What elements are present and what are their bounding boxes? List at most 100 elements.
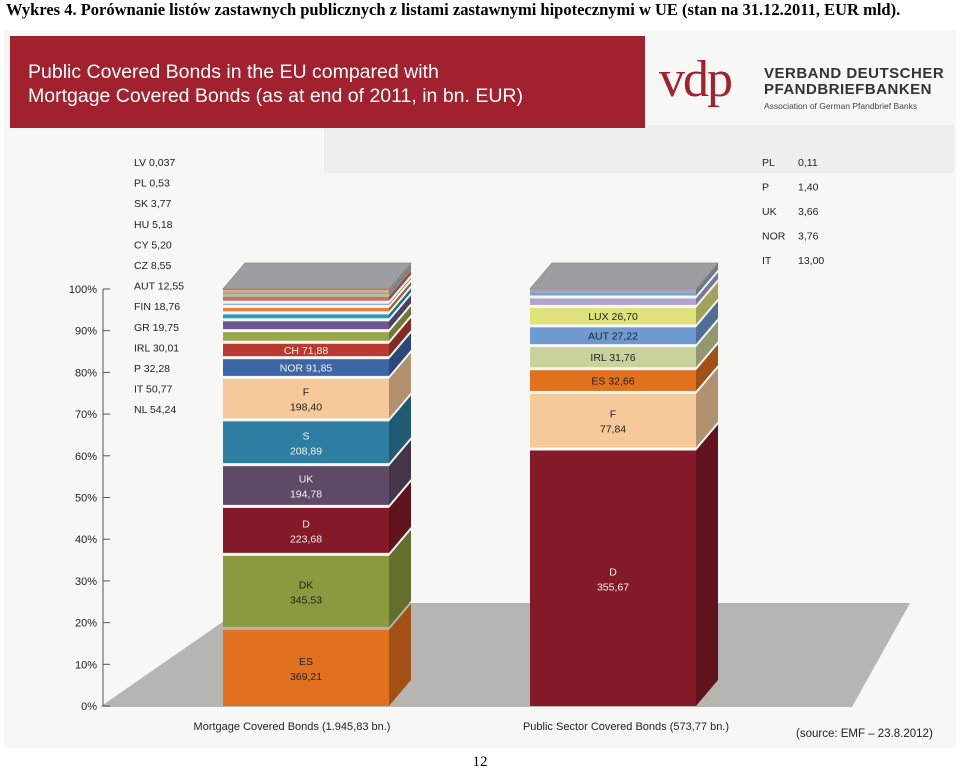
bar-segment-side-it xyxy=(696,272,718,305)
bar-top-cap-outline xyxy=(529,262,719,290)
bar-segment-side-f xyxy=(389,352,411,419)
vdp-logo-name: VERBAND DEUTSCHER PFANDBRIEFBANKEN xyxy=(764,65,945,98)
side-annotation-public-code: P xyxy=(762,182,769,194)
bar-top-cap-outline xyxy=(222,262,412,290)
side-annotation-public-code: PL xyxy=(762,157,775,169)
bar-segment-nl xyxy=(223,332,389,341)
bar-segment-side-uk xyxy=(389,440,411,505)
bar-segment-value: 355,67 xyxy=(597,581,629,593)
bar-segment-label: D xyxy=(609,566,617,578)
bar-segment-side-es xyxy=(696,344,718,391)
side-annotation-mortgage: GR 19,75 xyxy=(134,322,179,334)
side-annotation-mortgage: FIN 18,76 xyxy=(134,301,180,313)
bar-segment-nor xyxy=(223,359,389,376)
side-annotation-mortgage: CY 5,20 xyxy=(134,239,172,251)
bar-segment-gr xyxy=(223,303,389,305)
bar-segment-side-dk xyxy=(389,529,411,627)
bar-segment-nor xyxy=(530,292,696,296)
bar-segment-it xyxy=(223,321,389,330)
bar-segment-irl xyxy=(530,347,696,368)
bar-segment-side-d xyxy=(389,481,411,553)
title-banner: Public Covered Bonds in the EU compared … xyxy=(10,36,645,128)
x-axis-category-label: Public Sector Covered Bonds (573,77 bn.) xyxy=(523,721,729,733)
bar-segment-ch xyxy=(223,343,389,357)
side-annotation-public-value: 3,76 xyxy=(798,231,819,243)
y-axis-tick-label: 10% xyxy=(75,659,97,671)
source-note: (source: EMF – 23.8.2012) xyxy=(796,728,933,740)
bar-segment-label: IRL 31,76 xyxy=(590,352,635,364)
bar-segment-side-f xyxy=(696,367,718,448)
y-axis-tick-label: 40% xyxy=(75,534,97,546)
bar-segment-value: 194,78 xyxy=(290,489,322,501)
bar-segment-side-nor xyxy=(389,333,411,376)
bar-segment-side-fin xyxy=(389,270,411,301)
bar-segment-side-aut xyxy=(696,301,718,345)
document-caption: Wykres 4. Porównanie listów zastawnych p… xyxy=(6,0,901,19)
bar-segment-uk xyxy=(530,290,696,293)
side-annotation-mortgage: AUT 12,55 xyxy=(134,281,184,293)
side-annotation-mortgage: SK 3,77 xyxy=(134,198,172,210)
side-annotation-mortgage: P 32,28 xyxy=(134,363,170,375)
bar-segment-label: ES 32,66 xyxy=(591,376,634,388)
bar-top-cap xyxy=(530,263,718,289)
y-axis-tick-label: 0% xyxy=(81,701,97,713)
bar-segment-hu xyxy=(223,289,389,292)
bar-segment-label: LUX 26,70 xyxy=(588,311,638,323)
bar-segment-uk xyxy=(223,466,389,505)
bar-segment-lux xyxy=(530,307,696,325)
vdp-logo-subtitle: Association of German Pfandbrief Banks xyxy=(764,101,918,111)
side-annotation-mortgage: NL 54,24 xyxy=(134,404,176,416)
y-axis-tick-label: 20% xyxy=(75,618,97,630)
bar-segment-side-lux xyxy=(696,281,718,325)
y-axis-tick-label: 60% xyxy=(75,451,97,463)
side-annotation-public-value: 0,11 xyxy=(798,157,818,169)
side-annotation-public-code: NOR xyxy=(762,231,786,243)
bar-segment-label: ES xyxy=(299,656,313,668)
bar-segment-side-ch xyxy=(389,317,411,357)
y-axis-tick-label: 80% xyxy=(75,367,97,379)
bar-segment-value: 223,68 xyxy=(290,533,322,545)
bar-segment-side-cy xyxy=(389,265,411,293)
bar-segment-label: CH 71,88 xyxy=(284,345,329,357)
bar-segment-value: 198,40 xyxy=(290,402,322,414)
bar-segment-side-es xyxy=(389,603,411,706)
bar-segment-side-hu xyxy=(389,263,411,292)
side-annotation-public-value: 13,00 xyxy=(798,255,824,267)
bar-segment-irl xyxy=(223,307,389,312)
bar-segment-side-aut xyxy=(389,267,411,297)
y-axis-tick-label: 50% xyxy=(75,493,97,505)
x-axis-category-label: Mortgage Covered Bonds (1.945,83 bn.) xyxy=(194,721,391,733)
bar-segment-cz xyxy=(223,292,389,294)
bar-segment-fin xyxy=(223,296,389,301)
bar-segment-side-nl xyxy=(389,306,411,341)
bar-segment-label: AUT 27,22 xyxy=(588,331,638,343)
bar-segment-label: DK xyxy=(299,579,314,591)
bar-segment-dk xyxy=(223,555,389,627)
side-annotation-mortgage: IT 50,77 xyxy=(134,384,172,396)
bar-segment-aut xyxy=(530,327,696,345)
bar-segment-value: 369,21 xyxy=(290,671,322,683)
bar-segment-label: UK xyxy=(299,474,314,486)
bar-segment-es xyxy=(223,629,389,706)
page-number: 12 xyxy=(472,754,488,770)
bar-segment-aut xyxy=(223,293,389,297)
side-annotation-mortgage: LV 0,037 xyxy=(134,157,175,169)
bar-segment-label: S xyxy=(302,430,309,442)
bar-segment-d xyxy=(223,507,389,553)
bar-segment-label: F xyxy=(610,409,616,421)
bar-top-cap xyxy=(223,263,411,289)
bar-segment-side-cz xyxy=(389,266,411,294)
bar-segment-label: D xyxy=(302,518,310,530)
bar-segment-label: F xyxy=(303,387,309,399)
y-axis-tick-label: 90% xyxy=(75,326,97,338)
bar-segment-s xyxy=(223,421,389,464)
side-annotation-public-code: UK xyxy=(762,206,777,218)
side-annotation-mortgage: PL 0,53 xyxy=(134,178,170,190)
chart-title: Public Covered Bonds in the EU compared … xyxy=(28,61,524,107)
chart-floor xyxy=(100,603,910,707)
bar-segment-side-s xyxy=(389,395,411,464)
side-annotation-mortgage: HU 5,18 xyxy=(134,219,173,231)
bar-segment-side-irl xyxy=(696,321,718,368)
bar-segment-side-gr xyxy=(389,277,411,305)
vdp-logo-mark: vdp xyxy=(659,51,733,108)
